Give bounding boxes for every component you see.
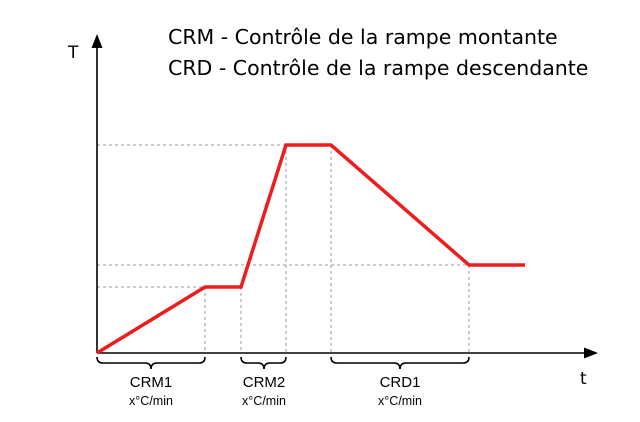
x-axis-label: t	[580, 369, 587, 389]
legend-crd: CRD - Contrôle de la rampe descendante	[168, 56, 588, 80]
segment-rate-crm1: x°C/min	[129, 394, 173, 408]
segment-rate-crd1: x°C/min	[378, 394, 422, 408]
segment-labels: CRM1 x°C/min CRM2 x°C/min CRD1 x°C/min	[129, 374, 422, 408]
axes: T t	[67, 34, 598, 389]
segment-rate-crm2: x°C/min	[242, 394, 286, 408]
y-axis-label: T	[67, 43, 79, 63]
segment-label-crd1: CRD1	[380, 374, 421, 391]
brace-crm1	[96, 356, 206, 370]
brace-crm2	[240, 356, 287, 370]
temperature-profile-line	[96, 143, 525, 355]
brace-crd1	[330, 356, 470, 370]
x-axis-arrow-icon	[584, 347, 598, 359]
guide-lines	[97, 144, 470, 353]
segment-label-crm2: CRM2	[243, 374, 286, 391]
segment-label-crm1: CRM1	[130, 374, 173, 391]
legend-crm: CRM - Contrôle de la rampe montante	[168, 25, 558, 49]
y-axis-arrow-icon	[91, 34, 103, 48]
segment-braces	[96, 356, 470, 370]
